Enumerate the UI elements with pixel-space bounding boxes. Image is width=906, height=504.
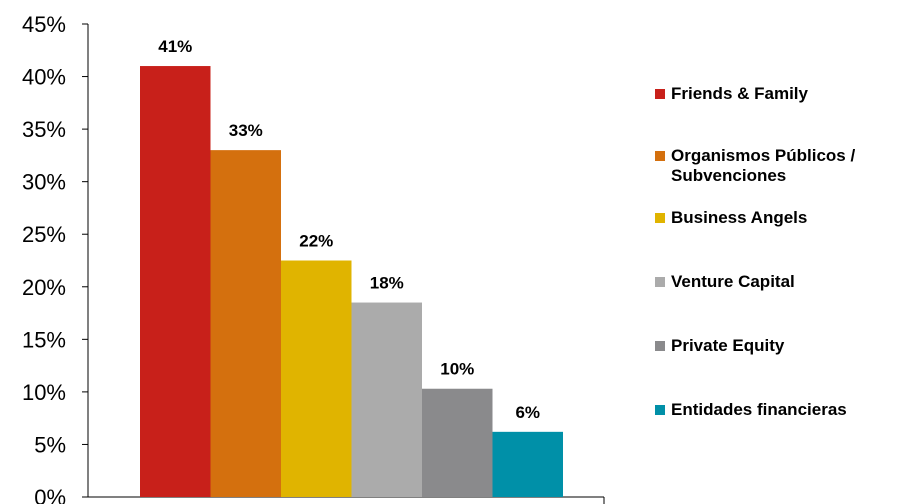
bar: [281, 260, 352, 497]
legend-label: Venture Capital: [671, 272, 795, 291]
y-tick-label: 10%: [22, 380, 66, 405]
y-axis: 0% 5% 10% 15% 20% 25% 30% 35% 40% 45%: [22, 12, 605, 504]
legend-swatch: [655, 341, 665, 351]
data-label: 6%: [515, 403, 540, 422]
legend-swatch: [655, 277, 665, 287]
bar: [351, 302, 422, 497]
bars: [140, 66, 563, 498]
y-tick-label: 0%: [34, 485, 66, 504]
data-label: 10%: [440, 360, 474, 379]
legend-item: Private Equity: [655, 336, 901, 356]
legend-swatch: [655, 405, 665, 415]
data-label: 41%: [158, 37, 192, 56]
legend-label: Entidades financieras: [671, 400, 847, 419]
legend-swatch: [655, 151, 665, 161]
legend-item: Business Angels: [655, 208, 901, 228]
y-tick-label: 25%: [22, 222, 66, 247]
y-tick-label: 5%: [34, 432, 66, 457]
bar: [492, 431, 563, 497]
y-tick-label: 15%: [22, 327, 66, 352]
legend-item: Entidades financieras: [655, 400, 901, 420]
legend-item: Venture Capital: [655, 272, 901, 292]
data-label: 18%: [370, 274, 404, 293]
bar: [140, 66, 211, 498]
y-tick-label: 20%: [22, 275, 66, 300]
bar: [422, 388, 493, 497]
y-tick-label: 40%: [22, 65, 66, 90]
legend-label: Friends & Family: [671, 84, 808, 103]
y-tick-label: 30%: [22, 170, 66, 195]
legend-item: Friends & Family: [655, 84, 901, 104]
y-tick-label: 35%: [22, 117, 66, 142]
legend-swatch: [655, 89, 665, 99]
data-label: 22%: [299, 232, 333, 251]
legend-item: Organismos Públicos / Subvenciones: [655, 146, 901, 186]
legend-swatch: [655, 213, 665, 223]
data-label: 33%: [229, 121, 263, 140]
bar: [210, 150, 281, 497]
legend-label: Private Equity: [671, 336, 785, 355]
data-labels: 41% 33% 22% 18% 10% 6%: [158, 37, 540, 422]
legend-label: Organismos Públicos / Subvenciones: [671, 146, 856, 185]
legend-label: Business Angels: [671, 208, 808, 227]
y-tick-label: 45%: [22, 12, 66, 37]
